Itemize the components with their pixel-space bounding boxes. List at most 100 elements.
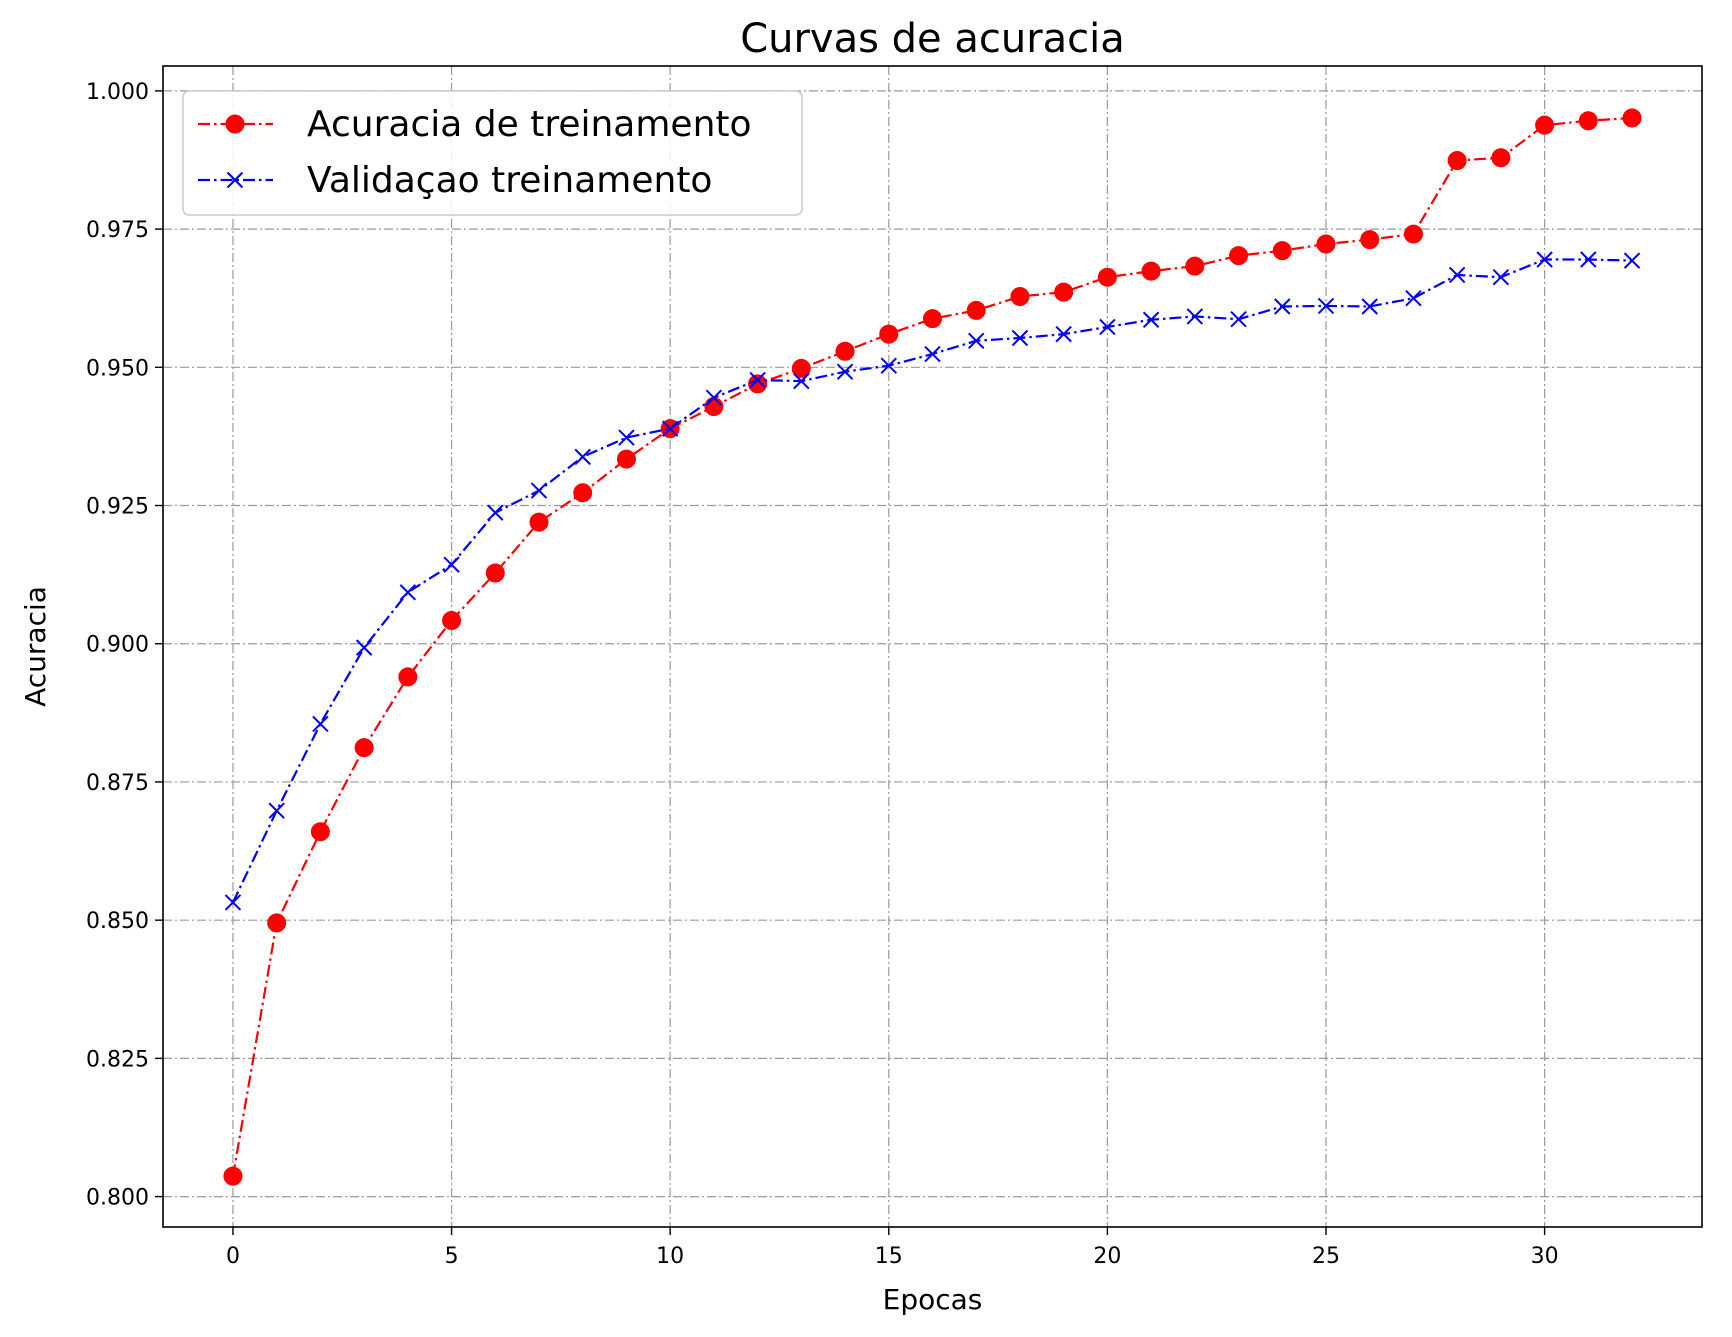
marker-stroke bbox=[705, 389, 723, 406]
x-tick-label: 20 bbox=[1093, 1244, 1121, 1269]
data-point-train bbox=[966, 300, 986, 320]
marker-stroke bbox=[618, 429, 635, 446]
grid-lines bbox=[163, 66, 1702, 1227]
marker-stroke bbox=[1448, 266, 1466, 284]
legend-entry-validation: Validaçao treinamento bbox=[198, 160, 712, 201]
legend-marker-train bbox=[225, 114, 245, 134]
data-point-validation bbox=[705, 389, 723, 406]
x-tick-label: 30 bbox=[1531, 1244, 1559, 1269]
data-point-validation bbox=[793, 372, 810, 390]
data-point-train bbox=[1272, 241, 1292, 261]
data-point-train bbox=[1403, 224, 1423, 244]
data-point-train bbox=[267, 913, 287, 933]
marker-stroke bbox=[1186, 308, 1204, 325]
marker-stroke bbox=[1623, 252, 1641, 269]
data-point-train bbox=[573, 483, 593, 503]
data-point-validation bbox=[530, 482, 548, 499]
marker-stroke bbox=[399, 584, 417, 601]
marker-stroke bbox=[793, 372, 810, 390]
marker-stroke bbox=[1099, 318, 1116, 336]
data-point-train bbox=[1622, 108, 1642, 128]
chart-title: Curvas de acuracia bbox=[740, 16, 1125, 62]
y-tick-label: 1.000 bbox=[86, 80, 149, 105]
marker-stroke bbox=[1492, 268, 1510, 286]
data-point-train bbox=[529, 512, 549, 532]
x-tick-label: 25 bbox=[1312, 1244, 1340, 1269]
y-tick-label: 0.950 bbox=[86, 356, 149, 381]
data-point-validation bbox=[618, 429, 635, 446]
marker-stroke bbox=[574, 448, 591, 466]
data-point-validation bbox=[1448, 266, 1466, 284]
marker-stroke bbox=[924, 345, 941, 363]
y-tick-label: 0.875 bbox=[86, 771, 149, 796]
marker-stroke bbox=[1580, 251, 1597, 268]
x-axis-label: Epocas bbox=[883, 1283, 983, 1316]
marker-stroke bbox=[1230, 311, 1247, 328]
data-point-train bbox=[1360, 230, 1380, 250]
y-tick-label: 0.975 bbox=[86, 218, 149, 243]
data-point-validation bbox=[1317, 297, 1335, 315]
data-point-train bbox=[879, 324, 899, 344]
marker-stroke bbox=[1055, 325, 1072, 343]
data-point-validation bbox=[1405, 289, 1422, 307]
data-point-validation bbox=[1274, 298, 1291, 315]
x-tick-label: 0 bbox=[226, 1244, 240, 1269]
data-point-validation bbox=[1055, 325, 1072, 343]
marker-stroke bbox=[661, 420, 679, 437]
x-tick-label: 10 bbox=[656, 1244, 684, 1269]
data-point-validation bbox=[1361, 298, 1378, 315]
data-point-validation bbox=[224, 894, 242, 911]
data-point-train bbox=[1535, 115, 1555, 135]
marker-stroke bbox=[226, 171, 244, 189]
marker-stroke bbox=[968, 332, 985, 349]
marker-stroke bbox=[487, 504, 504, 521]
marker-stroke bbox=[1274, 298, 1291, 315]
data-point-train bbox=[485, 563, 505, 583]
data-point-train bbox=[1491, 148, 1511, 168]
legend-box bbox=[182, 90, 803, 216]
data-point-train bbox=[1141, 261, 1161, 281]
marker-stroke bbox=[880, 357, 897, 374]
data-point-train bbox=[398, 667, 418, 687]
y-tick-label: 0.900 bbox=[86, 633, 149, 658]
marker-stroke bbox=[355, 639, 373, 656]
data-point-train bbox=[1097, 267, 1117, 287]
marker-stroke bbox=[1405, 289, 1422, 307]
data-point-validation bbox=[399, 584, 417, 601]
data-point-validation bbox=[1142, 311, 1160, 328]
y-tick-label: 0.850 bbox=[86, 909, 149, 934]
marker-stroke bbox=[1536, 251, 1553, 268]
data-point-validation bbox=[1580, 251, 1597, 268]
plot-frame bbox=[162, 65, 1703, 1228]
data-point-train bbox=[704, 397, 724, 417]
series-validation bbox=[224, 251, 1641, 911]
data-point-train bbox=[310, 822, 330, 842]
legend: Acuracia de treinamento Validaçao treinam… bbox=[182, 90, 803, 216]
plot-series bbox=[223, 108, 1642, 1186]
data-point-train bbox=[1054, 282, 1074, 302]
data-point-train bbox=[223, 1166, 243, 1186]
series-line-train bbox=[231, 116, 1633, 1177]
data-point-train bbox=[1447, 151, 1467, 171]
data-point-validation bbox=[268, 802, 285, 819]
data-point-validation bbox=[574, 448, 591, 466]
marker-stroke bbox=[312, 715, 329, 733]
marker-stroke bbox=[836, 363, 854, 380]
data-point-validation bbox=[1536, 251, 1553, 268]
legend-marker-validation bbox=[226, 171, 244, 189]
data-point-validation bbox=[749, 371, 766, 389]
data-point-train bbox=[1185, 256, 1205, 276]
marker-stroke bbox=[224, 894, 242, 911]
data-point-validation bbox=[924, 345, 941, 363]
data-point-train bbox=[1578, 111, 1598, 131]
marker-stroke bbox=[268, 802, 285, 819]
x-tick-label: 5 bbox=[445, 1244, 459, 1269]
y-tick-label: 0.825 bbox=[86, 1047, 149, 1072]
y-tick-label: 0.925 bbox=[86, 495, 149, 520]
data-point-validation bbox=[1186, 308, 1204, 325]
data-point-train bbox=[1229, 246, 1249, 266]
data-point-train bbox=[748, 374, 768, 394]
data-point-train bbox=[835, 341, 855, 361]
